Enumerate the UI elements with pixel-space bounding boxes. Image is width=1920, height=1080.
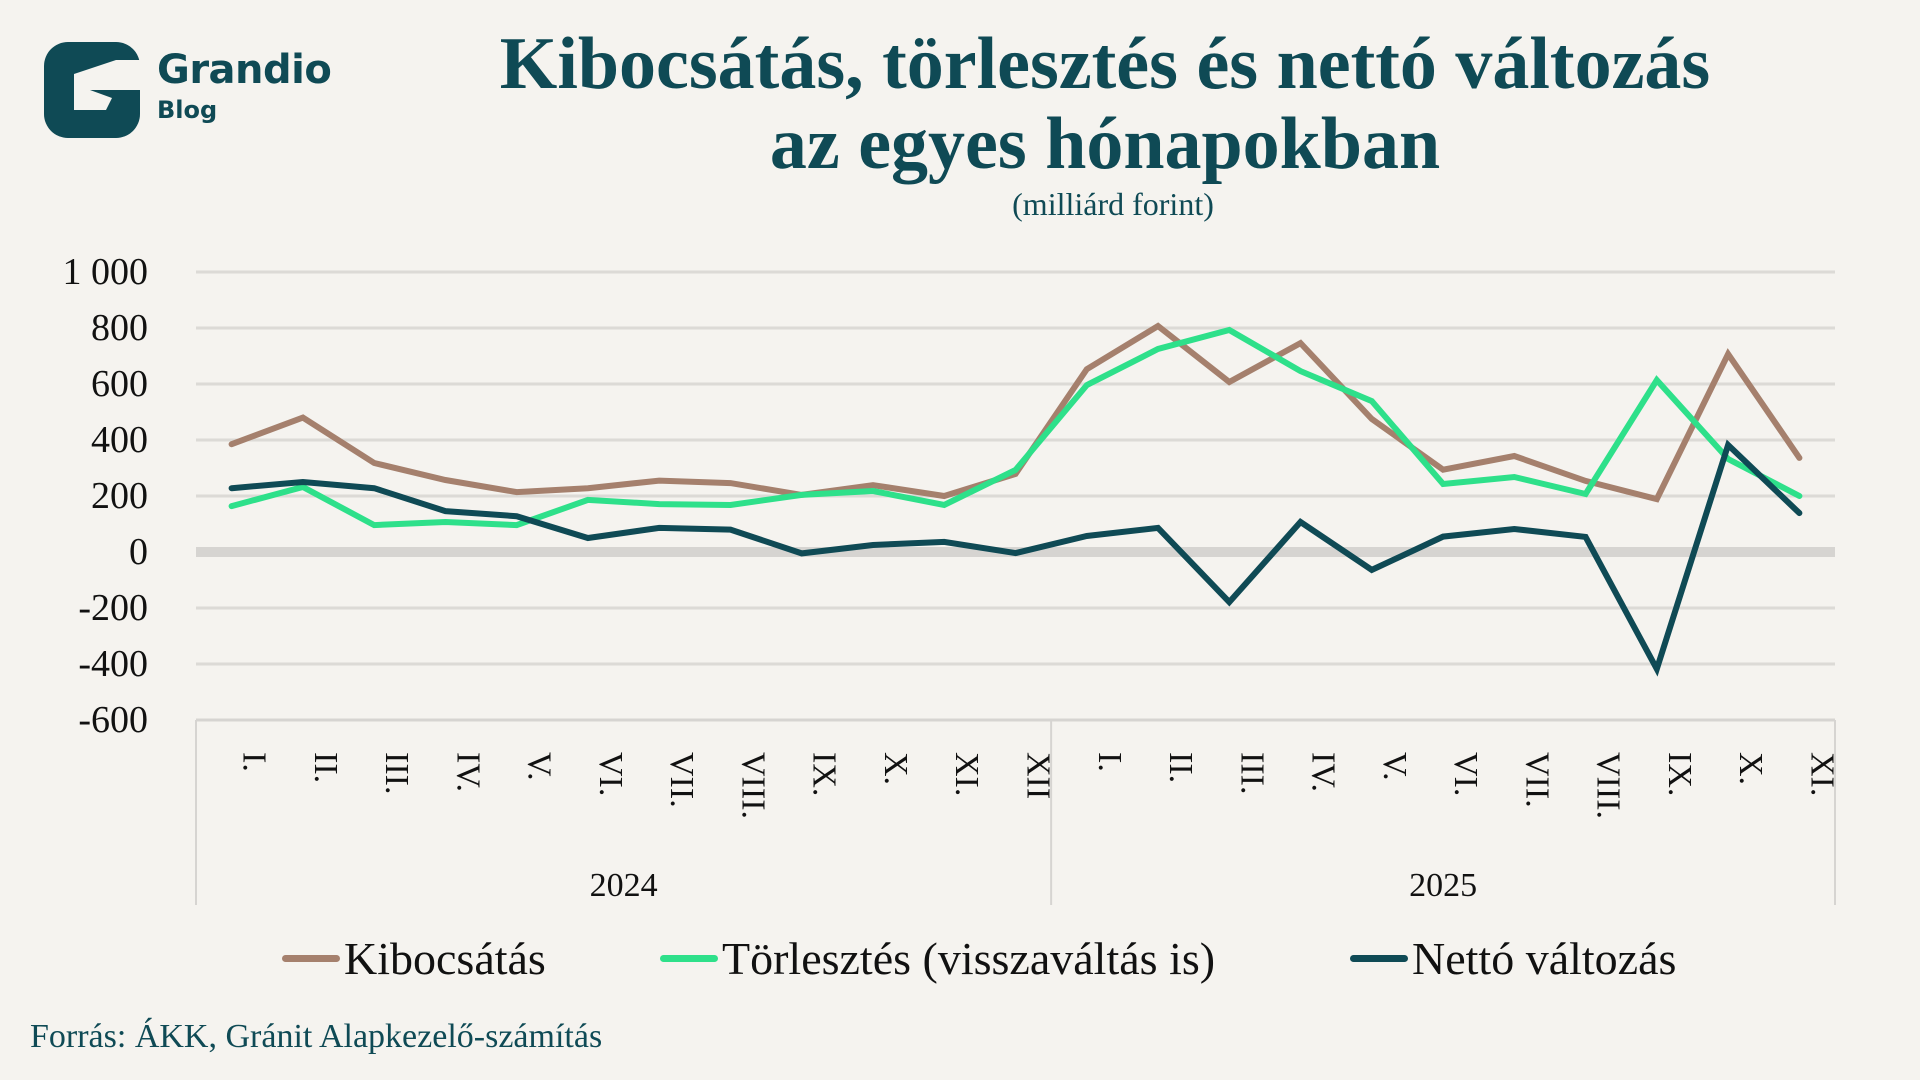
series-lines [228, 322, 1803, 677]
legend-item-torlesztes: Törlesztés (visszaváltás is) [660, 932, 1215, 985]
x-tick-label: XII [1020, 752, 1057, 799]
legend-swatch-torlesztes [660, 955, 718, 962]
x-tick-label: IV. [449, 752, 486, 792]
title-line-2: az egyes hónapokban [769, 103, 1441, 185]
x-tick-label: VII. [1518, 752, 1555, 808]
legend: Kibocsátás Törlesztés (visszaváltás is) … [0, 932, 1920, 985]
x-tick-label: IX. [1661, 752, 1698, 796]
source-note: Forrás: ÁKK, Gránit Alapkezelő-számítás [30, 1018, 603, 1055]
y-tick-label: 800 [91, 307, 148, 349]
legend-label: Törlesztés (visszaváltás is) [722, 933, 1216, 984]
year-label: 2024 [590, 867, 658, 904]
y-tick-label: 400 [91, 419, 148, 461]
legend-item-netto: Nettó változás [1350, 932, 1676, 985]
y-tick-label: -600 [78, 699, 148, 741]
year-label: 2025 [1409, 867, 1477, 904]
x-tick-label: XI. [948, 752, 985, 796]
x-tick-label: IV. [1305, 752, 1342, 792]
x-tick-label: X. [1732, 752, 1769, 785]
x-tick-label: IX. [806, 752, 843, 796]
x-tick-label: II. [307, 752, 344, 783]
grandio-logo-icon [44, 42, 140, 138]
y-tick-label: -400 [78, 643, 148, 685]
legend-swatch-kibocsatas [282, 955, 340, 962]
x-tick-label: III. [1233, 752, 1270, 794]
x-tick-label: VIII. [1590, 752, 1627, 819]
y-tick-label: -200 [78, 587, 148, 629]
x-tick-label: X. [877, 752, 914, 785]
x-axis: 2024 2025 I. II. III. IV. V. VI. VII. VIII. IX. X. X… [195, 718, 1840, 905]
y-tick-label: 600 [91, 363, 148, 405]
y-axis-ticks: 1 000 800 600 400 200 0 -200 -400 -600 [63, 251, 149, 741]
title-line-1: Kibocsátás, törlesztés és nettó változás [499, 23, 1711, 105]
x-tick-label: III. [378, 752, 415, 794]
brand-sub: Blog [157, 96, 218, 124]
legend-label: Nettó változás [1412, 933, 1677, 984]
x-tick-label: VII. [663, 752, 700, 808]
x-tick-label: I. [236, 752, 273, 772]
brand-name: Grandio [157, 47, 332, 93]
x-tick-label: V. [521, 752, 558, 781]
x-tick-label: XI. [1803, 752, 1840, 796]
x-tick-label: VI. [592, 752, 629, 796]
y-tick-label: 1 000 [63, 251, 149, 293]
x-tick-label: VIII. [734, 752, 771, 819]
x-tick-label: II. [1162, 752, 1199, 783]
legend-item-kibocsatas: Kibocsátás [282, 932, 546, 985]
x-tick-label: V. [1376, 752, 1413, 781]
x-tick-label: VI. [1447, 752, 1484, 796]
legend-label: Kibocsátás [344, 933, 546, 984]
chart-title: Kibocsátás, törlesztés és nettó változás… [0, 24, 1920, 184]
x-tick-label: I. [1091, 752, 1128, 772]
legend-swatch-netto [1350, 955, 1408, 962]
y-tick-label: 200 [91, 475, 148, 517]
y-tick-label: 0 [129, 531, 148, 573]
chart-subtitle: (milliárd forint) [1012, 186, 1214, 222]
